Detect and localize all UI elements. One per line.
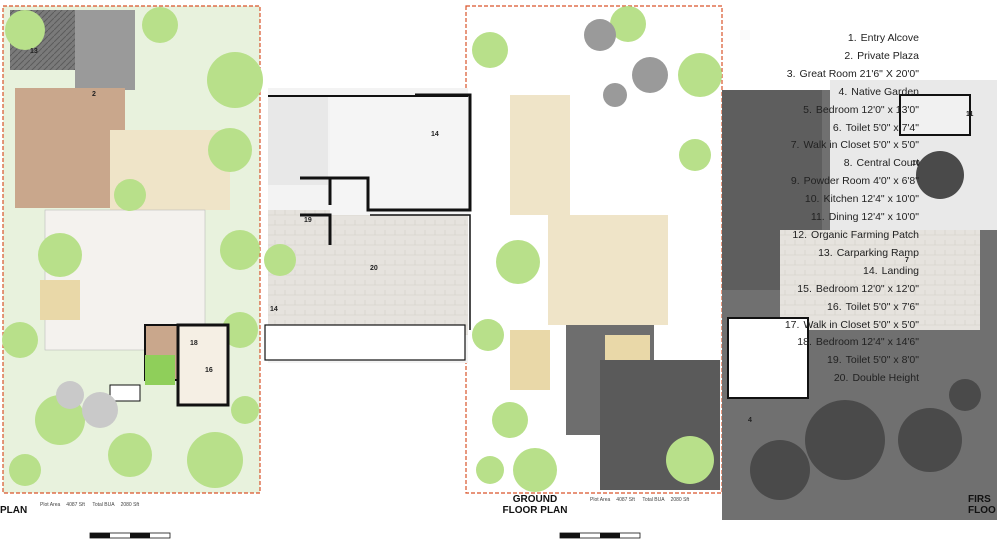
- legend-number: 15.: [797, 282, 812, 295]
- legend-number: 5.: [803, 103, 812, 116]
- legend-item: 8. Central Court: [499, 155, 919, 173]
- room-number-13: 13: [30, 48, 38, 55]
- middle-plan: 14 19 20 14 18 16 11 10 7 4: [176, 88, 974, 424]
- room-number-10: 10: [912, 160, 920, 167]
- legend-item: 7. Walk in Closet 5'0" x 5'0": [499, 137, 919, 155]
- legend-number: 17.: [784, 318, 800, 331]
- legend-label: Organic Farming Patch: [811, 228, 919, 241]
- legend-label: Kitchen 12'4" x 10'0": [823, 193, 919, 206]
- legend-number: 6.: [832, 121, 842, 134]
- legend-label: Private Plaza: [857, 49, 919, 62]
- room-legend: 1. Entry Alcove 2. Private Plaza 3. Great Roo…: [499, 30, 919, 388]
- area-stats-ground: Plot Area 4087 Sft Total BUA 2080 Sft: [590, 497, 690, 503]
- legend-number: 10.: [804, 193, 820, 206]
- room-number-14-top: 14: [431, 131, 439, 138]
- ground-floor-plan: [465, 5, 723, 494]
- legend-number: 7.: [790, 139, 800, 152]
- legend-number: 1.: [847, 32, 857, 44]
- legend-item: 17. Walk in Closet 5'0" x 5'0": [499, 317, 919, 335]
- legend-item: 3. Great Room 21'6" X 20'0": [499, 66, 919, 84]
- room-number-2: 2: [92, 91, 96, 98]
- legend-number: 14.: [863, 264, 878, 277]
- legend-label: Entry Alcove: [860, 32, 919, 44]
- plan-title-first: FIRS FLOO: [968, 494, 996, 516]
- legend-item: 14. Landing: [499, 263, 919, 281]
- legend-label: Walk in Closet 5'0" x 5'0": [803, 139, 919, 152]
- legend-number: 20.: [833, 372, 849, 385]
- legend-label: Powder Room 4'0" x 6'8": [803, 175, 919, 188]
- legend-number: 19.: [827, 354, 842, 367]
- legend-item: 9. Powder Room 4'0" x 6'8": [499, 173, 919, 191]
- legend-number: 9.: [790, 175, 800, 188]
- plan-title-left: PLAN: [0, 505, 28, 516]
- legend-label: Landing: [881, 264, 919, 277]
- site-plan: 13 2 15: [2, 5, 263, 494]
- legend-item: 2. Private Plaza: [499, 48, 919, 66]
- legend-label: Toilet 5'0" x 7'4": [845, 121, 919, 134]
- legend-item: 20. Double Height: [499, 370, 919, 388]
- legend-item: 12. Organic Farming Patch: [499, 227, 919, 245]
- legend-item: 15. Bedroom 12'0" x 12'0": [499, 281, 919, 299]
- legend-label: Walk in Closet 5'0" x 5'0": [803, 318, 919, 331]
- legend-item: 16. Toilet 5'0" x 7'6": [499, 299, 919, 317]
- legend-number: 11.: [810, 211, 825, 224]
- legend-item: 6. Toilet 5'0" x 7'4": [499, 120, 919, 138]
- legend-number: 3.: [786, 67, 796, 80]
- legend-label: Bedroom 12'4" x 14'6": [815, 336, 919, 349]
- scale-bar-ground: [559, 532, 641, 539]
- plan-title-ground: GROUND FLOOR PLAN: [502, 494, 568, 516]
- room-number-7: 7: [905, 257, 909, 264]
- legend-item: 13. Carparking Ramp: [499, 245, 919, 263]
- room-number-20: 20: [370, 265, 378, 272]
- room-number-4: 4: [748, 417, 752, 424]
- legend-item: 5. Bedroom 12'0" x 13'0": [499, 102, 919, 120]
- legend-number: 12.: [792, 228, 808, 241]
- legend-number: 18.: [797, 336, 812, 349]
- legend-label: Central Court: [856, 157, 919, 170]
- legend-item: 19. Toilet 5'0" x 8'0": [499, 352, 919, 370]
- legend-number: 2.: [844, 49, 854, 62]
- legend-label: Great Room 21'6" X 20'0": [799, 67, 919, 80]
- legend-label: Native Garden: [851, 85, 919, 98]
- legend-label: Bedroom 12'0" x 12'0": [815, 282, 919, 295]
- legend-number: 13.: [818, 246, 833, 259]
- scale-bar-left: [89, 532, 171, 539]
- legend-item: 4. Native Garden: [499, 84, 919, 102]
- legend-item: 10. Kitchen 12'4" x 10'0": [499, 191, 919, 209]
- legend-number: 8.: [843, 157, 853, 170]
- room-number-18: 18: [190, 340, 198, 347]
- legend-number: 4.: [838, 85, 848, 98]
- room-number-16: 16: [205, 367, 213, 374]
- legend-number: 16.: [827, 300, 842, 313]
- legend-label: Carparking Ramp: [836, 246, 919, 259]
- legend-label: Bedroom 12'0" x 13'0": [815, 103, 919, 116]
- legend-item: 18. Bedroom 12'4" x 14'6": [499, 334, 919, 352]
- area-stats-left: Plot Area 4087 Sft Total BUA 2080 Sft: [40, 502, 140, 508]
- first-floor-plan: [722, 30, 997, 520]
- room-number-14: 14: [270, 306, 278, 313]
- legend-item: 1. Entry Alcove: [499, 30, 919, 48]
- legend-label: Dining 12'4" x 10'0": [828, 211, 919, 224]
- room-number-19: 19: [304, 217, 312, 224]
- legend-item: 11. Dining 12'4" x 10'0": [499, 209, 919, 227]
- legend-label: Toilet 5'0" x 8'0": [845, 354, 919, 367]
- legend-label: Double Height: [852, 372, 919, 385]
- room-number-11: 11: [966, 111, 974, 118]
- legend-label: Toilet 5'0" x 7'6": [845, 300, 919, 313]
